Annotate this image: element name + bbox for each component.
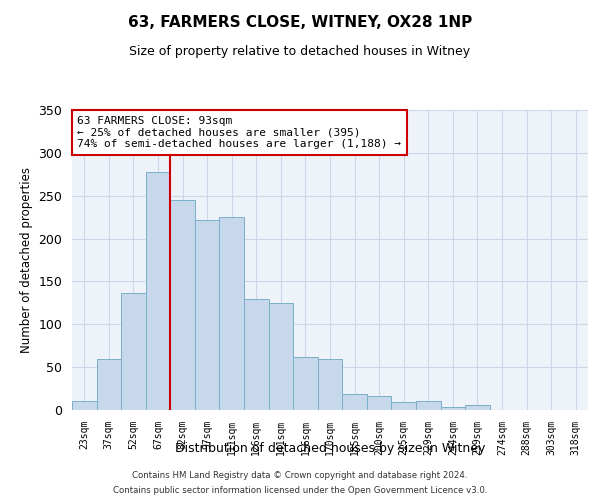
Text: 63, FARMERS CLOSE, WITNEY, OX28 1NP: 63, FARMERS CLOSE, WITNEY, OX28 1NP [128, 15, 472, 30]
Bar [121, 294, 146, 410]
Bar [269, 303, 293, 410]
Bar [391, 402, 416, 410]
Bar [440, 406, 465, 410]
Bar [220, 217, 244, 410]
Bar [465, 405, 490, 410]
Bar [97, 358, 121, 410]
Bar [72, 400, 97, 410]
Text: Contains public sector information licensed under the Open Government Licence v3: Contains public sector information licen… [113, 486, 487, 495]
Bar [318, 358, 342, 410]
Bar [293, 357, 318, 410]
Bar [170, 200, 195, 410]
Text: Distribution of detached houses by size in Witney: Distribution of detached houses by size … [175, 442, 485, 455]
Y-axis label: Number of detached properties: Number of detached properties [20, 167, 33, 353]
Bar [342, 394, 367, 410]
Bar [195, 220, 220, 410]
Text: 63 FARMERS CLOSE: 93sqm
← 25% of detached houses are smaller (395)
74% of semi-d: 63 FARMERS CLOSE: 93sqm ← 25% of detache… [77, 116, 401, 149]
Bar [367, 396, 391, 410]
Bar [244, 298, 269, 410]
Bar [416, 402, 440, 410]
Bar [146, 172, 170, 410]
Text: Contains HM Land Registry data © Crown copyright and database right 2024.: Contains HM Land Registry data © Crown c… [132, 471, 468, 480]
Text: Size of property relative to detached houses in Witney: Size of property relative to detached ho… [130, 45, 470, 58]
